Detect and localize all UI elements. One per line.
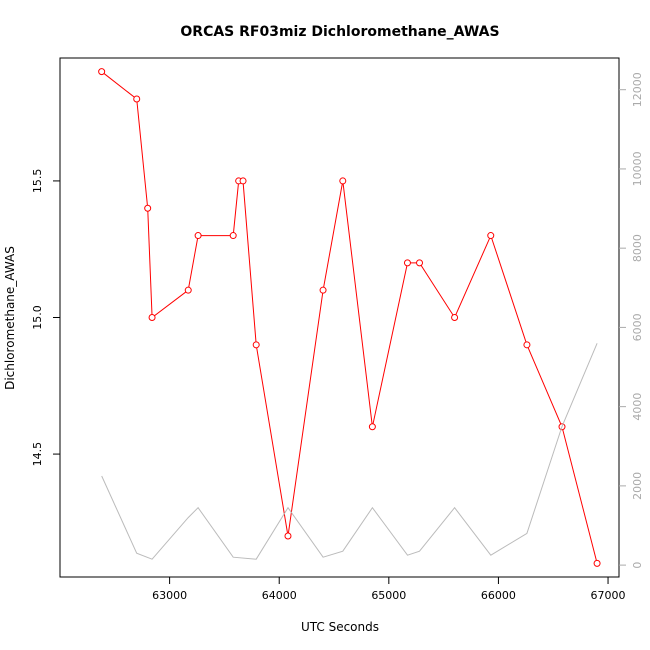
y-tick-label-2: 15.5 <box>31 169 44 194</box>
series-0-point-5 <box>194 232 202 240</box>
x-axis: 63000 64000 65000 66000 67000 <box>152 577 626 602</box>
series-0-point-14 <box>403 259 411 267</box>
series-0-point-9 <box>252 341 260 349</box>
x-tick-label-2: 65000 <box>371 589 406 602</box>
y2-tick-label-3: 6000 <box>631 313 644 341</box>
x-tick-label-1: 64000 <box>262 589 297 602</box>
series-0-point-4 <box>184 286 192 294</box>
series-0-point-17 <box>487 232 495 240</box>
series-0-point-20 <box>593 559 601 567</box>
x-axis-label: UTC Seconds <box>301 620 379 634</box>
y-tick-label-0: 14.5 <box>31 442 44 467</box>
x-tick-label-0: 63000 <box>152 589 187 602</box>
series-0-point-10 <box>284 532 292 540</box>
y2-tick-label-1: 2000 <box>631 472 644 500</box>
x-tick-label-3: 66000 <box>481 589 516 602</box>
series-0-point-18 <box>523 341 531 349</box>
series-0-point-8 <box>239 177 247 185</box>
y2-tick-label-0: 0 <box>631 562 644 569</box>
y-axis-label: Dichloromethane_AWAS <box>3 246 17 390</box>
series-1-line <box>101 343 598 560</box>
series-0-point-13 <box>368 423 376 431</box>
series-0-point-1 <box>133 95 141 103</box>
series-0-point-12 <box>339 177 347 185</box>
x-tick-label-4: 67000 <box>591 589 626 602</box>
y2-tick-label-6: 12000 <box>631 72 644 107</box>
series-0-point-11 <box>319 286 327 294</box>
series-0-point-15 <box>416 259 424 267</box>
y2-tick-label-2: 4000 <box>631 393 644 421</box>
series-layer <box>98 68 601 567</box>
plot-frame <box>59 57 620 578</box>
series-0-point-2 <box>144 204 152 212</box>
y2-tick-label-4: 8000 <box>631 234 644 262</box>
y-axis-left: 14.5 15.0 15.5 <box>31 169 60 467</box>
series-0-line <box>101 71 598 564</box>
y2-tick-label-5: 10000 <box>631 151 644 186</box>
series-0-point-3 <box>148 314 156 321</box>
y-tick-label-1: 15.0 <box>31 305 44 330</box>
series-0-point-0 <box>98 68 106 76</box>
chart-title: ORCAS RF03miz Dichloromethane_AWAS <box>180 24 499 40</box>
y-axis-right: 0 2000 4000 6000 8000 10000 12000 <box>619 72 644 569</box>
series-0-point-16 <box>451 314 459 321</box>
series-0-point-6 <box>229 232 237 240</box>
